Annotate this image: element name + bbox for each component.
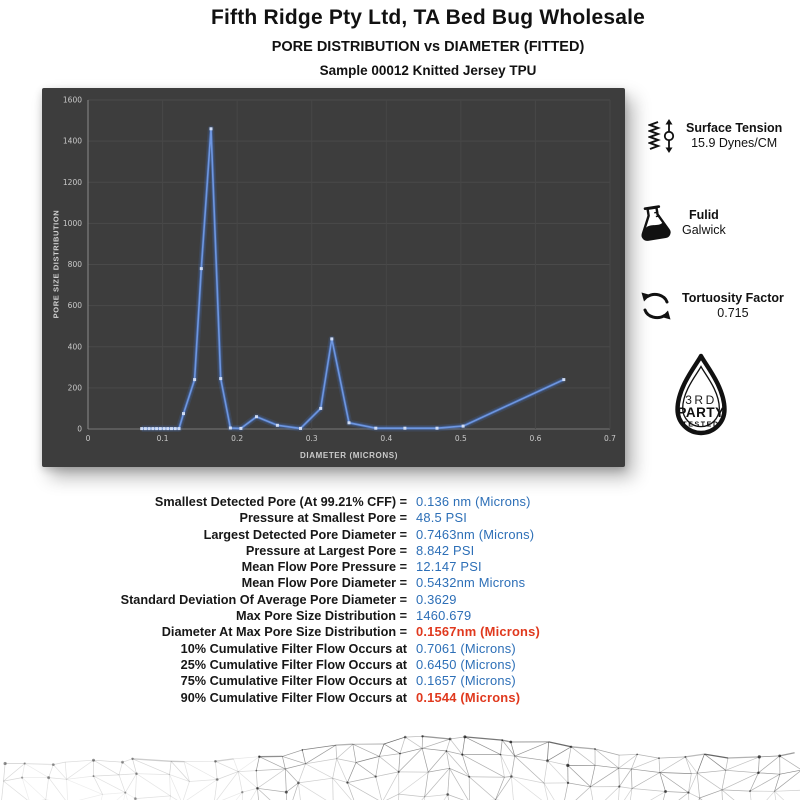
fluid-metric: Fulid Galwick (634, 202, 784, 244)
svg-text:TESTED: TESTED (682, 422, 719, 429)
table-row: Smallest Detected Pore (At 99.21% CFF) =… (55, 494, 595, 510)
flask-icon (634, 202, 674, 244)
fluid-text: Fulid Galwick (682, 208, 726, 238)
svg-text:800: 800 (68, 260, 83, 269)
svg-text:600: 600 (68, 301, 83, 310)
surface-tension-icon (648, 118, 678, 154)
tortuosity-value: 0.715 (717, 306, 749, 320)
result-value: 0.7061 (Microns) (416, 640, 516, 656)
result-value: 0.1544 (Microns) (416, 689, 521, 705)
result-value: 8.842 PSI (416, 542, 475, 558)
third-party-tested-badge: 3RD PARTY TESTED (671, 352, 731, 442)
svg-text:0.6: 0.6 (529, 434, 541, 443)
chart-panel: 0 200 400 600 800 1000 1200 1400 1600 0 0.1 0.2 0.3 0… (42, 88, 625, 467)
svg-text:0.5: 0.5 (455, 434, 467, 443)
table-row: Max Pore Size Distribution = 1460.679 (55, 608, 595, 624)
svg-text:1200: 1200 (63, 178, 82, 187)
result-value: 0.1567nm (Microns) (416, 624, 540, 640)
svg-text:1000: 1000 (63, 219, 82, 228)
svg-text:0: 0 (77, 425, 82, 434)
table-row: 25% Cumulative Filter Flow Occurs at 0.64… (55, 657, 595, 673)
x-axis-label: DIAMETER (MICRONS) (300, 451, 398, 460)
result-label: 75% Cumulative Filter Flow Occurs at (180, 674, 407, 689)
table-row: 90% Cumulative Filter Flow Occurs at 0.15… (55, 690, 595, 706)
result-label: Mean Flow Pore Diameter = (241, 576, 407, 591)
svg-text:PARTY: PARTY (677, 405, 724, 420)
sample-name: Sample 00012 Knitted Jersey TPU (319, 63, 537, 78)
result-label: Diameter At Max Pore Size Distribution = (161, 625, 407, 640)
table-row: Pressure at Smallest Pore = 48.5 PSI (55, 510, 595, 526)
svg-text:400: 400 (68, 342, 83, 351)
result-value: 1460.679 (416, 608, 472, 624)
result-value: 0.6450 (Microns) (416, 656, 516, 672)
result-label: Largest Detected Pore Diameter = (203, 527, 407, 542)
chart-title: PORE DISTRIBUTION vs DIAMETER (FITTED) (271, 39, 585, 55)
y-axis-label: PORE SIZE DISTRIBUTION (51, 209, 61, 319)
result-value: 0.5432nm Microns (416, 575, 526, 591)
result-value: 0.7463nm (Microns) (416, 526, 535, 542)
tortuosity-title: Tortuosity Factor (682, 291, 784, 305)
svg-text:0.1: 0.1 (157, 434, 169, 443)
surface-tension-text: Surface Tension 15.9 Dynes/CM (686, 121, 782, 151)
result-label: Standard Deviation Of Average Pore Diame… (120, 592, 407, 607)
result-value: 12.147 PSI (416, 559, 482, 575)
svg-text:0.2: 0.2 (231, 434, 243, 443)
svg-text:0.3: 0.3 (306, 434, 318, 443)
result-value: 48.5 PSI (416, 510, 468, 526)
result-label: Pressure at Smallest Pore = (239, 511, 408, 526)
table-row: 75% Cumulative Filter Flow Occurs at 0.16… (55, 673, 595, 689)
result-label: Smallest Detected Pore (At 99.21% CFF) = (154, 495, 407, 509)
tortuosity-metric: Tortuosity Factor 0.715 (638, 290, 798, 322)
svg-text:1600: 1600 (63, 96, 82, 105)
pore-distribution-chart: 0 200 400 600 800 1000 1200 1400 1600 0 0.1 0.2 0.3 0… (63, 96, 616, 443)
results-table: Smallest Detected Pore (At 99.21% CFF) =… (55, 494, 595, 706)
result-value: 0.3629 (416, 591, 457, 607)
svg-text:0.7: 0.7 (604, 434, 616, 443)
result-label: Max Pore Size Distribution = (236, 609, 407, 624)
fluid-value: Galwick (682, 223, 726, 237)
mesh-decoration (1, 735, 800, 800)
table-row: Diameter At Max Pore Size Distribution =… (55, 624, 595, 640)
report-header: Fifth Ridge Pty Ltd, TA Bed Bug Wholesal… (56, 6, 800, 78)
table-row: 10% Cumulative Filter Flow Occurs at 0.70… (55, 641, 595, 657)
result-label: 90% Cumulative Filter Flow Occurs at (180, 690, 407, 705)
table-row: Standard Deviation Of Average Pore Diame… (55, 592, 595, 608)
table-row: Mean Flow Pore Pressure = 12.147 PSI (55, 559, 595, 575)
result-label: 25% Cumulative Filter Flow Occurs at (180, 657, 407, 672)
result-value: 0.136 nm (Microns) (416, 494, 531, 509)
tortuosity-icon (638, 290, 674, 322)
svg-text:0.4: 0.4 (380, 434, 392, 443)
surface-tension-metric: Surface Tension 15.9 Dynes/CM (648, 118, 798, 154)
company-title: Fifth Ridge Pty Ltd, TA Bed Bug Wholesal… (210, 6, 646, 29)
table-row: Mean Flow Pore Diameter = 0.5432nm Micron… (55, 575, 595, 591)
table-row: Largest Detected Pore Diameter = 0.7463nm… (55, 527, 595, 543)
surface-tension-value: 15.9 Dynes/CM (691, 136, 778, 150)
droplet-badge-icon: 3RD PARTY TESTED (675, 353, 727, 436)
table-row: Pressure at Largest Pore = 8.842 PSI (55, 543, 595, 559)
result-label: Mean Flow Pore Pressure = (241, 560, 407, 575)
tortuosity-text: Tortuosity Factor 0.715 (682, 291, 784, 321)
result-label: 10% Cumulative Filter Flow Occurs at (180, 641, 407, 656)
result-label: Pressure at Largest Pore = (245, 543, 407, 558)
svg-text:0: 0 (86, 434, 91, 443)
svg-text:1400: 1400 (63, 137, 82, 146)
fluid-title: Fulid (688, 208, 719, 222)
svg-text:200: 200 (68, 383, 83, 392)
result-value: 0.1657 (Microns) (416, 673, 516, 689)
svg-text:3RD: 3RD (685, 393, 717, 407)
surface-tension-title: Surface Tension (686, 121, 783, 135)
